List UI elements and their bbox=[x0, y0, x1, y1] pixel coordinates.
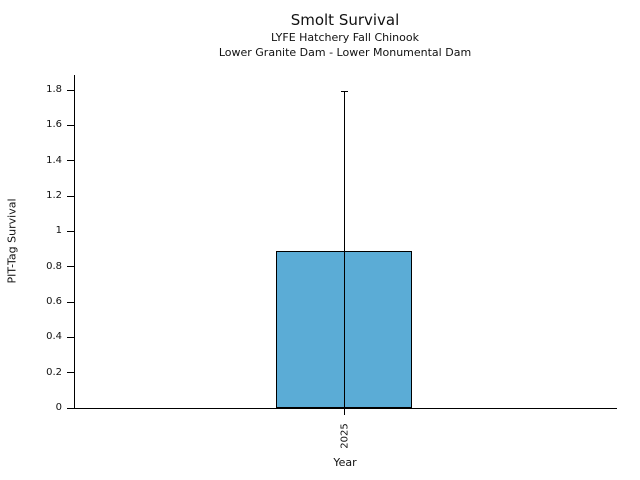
y-tick-mark bbox=[67, 124, 74, 126]
y-tick-label: 1.4 bbox=[46, 154, 62, 166]
y-tick-label: 0.2 bbox=[46, 366, 62, 378]
y-tick-mark bbox=[67, 407, 74, 409]
y-tick-label: 1.6 bbox=[46, 119, 62, 131]
chart-subtitle-line2: Lower Granite Dam - Lower Monumental Dam bbox=[218, 46, 472, 59]
y-tick-mark bbox=[67, 89, 74, 91]
y-tick-mark bbox=[67, 372, 74, 374]
y-tick-label: 1 bbox=[55, 225, 62, 237]
y-tick-mark bbox=[67, 230, 74, 232]
y-axis-spine bbox=[74, 75, 75, 408]
y-tick-label: 0.4 bbox=[46, 331, 62, 343]
chart-title: Smolt Survival bbox=[290, 11, 400, 29]
x-axis-spine bbox=[74, 408, 617, 409]
y-tick-mark bbox=[67, 266, 74, 268]
y-tick-mark bbox=[67, 160, 74, 162]
y-tick-label: 0 bbox=[55, 402, 62, 413]
y-tick-label: 1.2 bbox=[46, 190, 62, 201]
x-tick-mark bbox=[343, 408, 345, 415]
error-bar-line bbox=[343, 91, 345, 408]
y-tick-mark bbox=[67, 336, 74, 338]
error-bar-cap-top bbox=[340, 91, 348, 93]
y-tick-mark bbox=[67, 301, 74, 303]
y-tick-label: 0.8 bbox=[46, 260, 62, 272]
y-axis-label: PIT-Tag Survival bbox=[5, 198, 19, 284]
x-axis-label: Year bbox=[333, 456, 357, 469]
x-tick-label: 2025 bbox=[339, 423, 351, 449]
y-tick-label: 0.6 bbox=[46, 296, 62, 307]
chart-subtitle-line1: LYFE Hatchery Fall Chinook bbox=[271, 31, 419, 44]
y-tick-label: 1.8 bbox=[46, 84, 62, 96]
y-tick-mark bbox=[67, 195, 74, 197]
